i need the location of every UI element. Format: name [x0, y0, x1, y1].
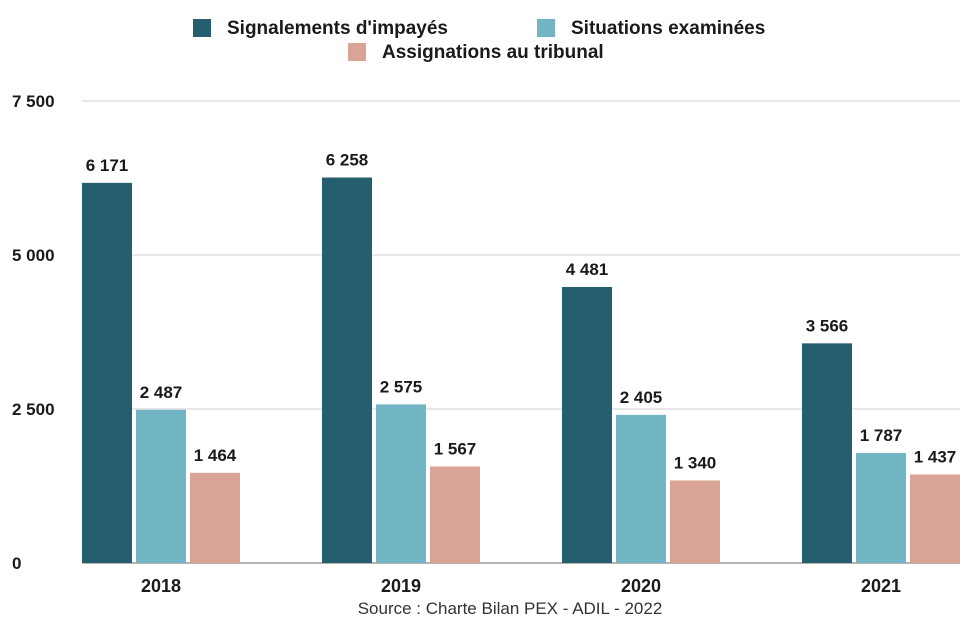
legend-label-assignations: Assignations au tribunal — [382, 42, 604, 63]
data-label-assignations-2018: 1 464 — [194, 446, 237, 465]
bars — [82, 177, 960, 563]
data-label-situations-2021: 1 787 — [860, 426, 903, 445]
bar-assignations-2019 — [430, 466, 480, 563]
data-label-signalements-2018: 6 171 — [86, 156, 129, 175]
data-label-assignations-2019: 1 567 — [434, 439, 477, 458]
data-label-assignations-2021: 1 437 — [914, 447, 957, 466]
x-tick-label: 2020 — [621, 576, 661, 596]
legend-label-situations: Situations examinées — [571, 18, 765, 39]
bar-assignations-2018 — [190, 472, 240, 563]
bar-signalements-2019 — [322, 177, 372, 563]
legend: Signalements d'impayés Situations examin… — [193, 18, 765, 63]
data-label-situations-2018: 2 487 — [140, 383, 183, 402]
data-label-situations-2019: 2 575 — [380, 377, 423, 396]
data-label-assignations-2020: 1 340 — [674, 453, 717, 472]
bar-situations-2018 — [136, 409, 186, 563]
bar-signalements-2021 — [802, 343, 852, 563]
x-axis: 2018 2019 2020 2021 — [141, 576, 901, 596]
bar-assignations-2020 — [670, 480, 720, 563]
legend-swatch-signalements — [193, 19, 211, 37]
x-tick-label: 2018 — [141, 576, 181, 596]
data-label-signalements-2021: 3 566 — [806, 316, 849, 335]
data-label-signalements-2019: 6 258 — [326, 151, 369, 170]
data-label-situations-2020: 2 405 — [620, 388, 663, 407]
data-labels: 6 171 2 487 1 464 6 258 2 575 1 567 4 481 2 405… — [86, 151, 957, 473]
legend-label-signalements: Signalements d'impayés — [227, 18, 448, 39]
x-tick-label: 2019 — [381, 576, 421, 596]
y-tick-label: 2 500 — [12, 400, 55, 419]
legend-swatch-assignations — [348, 43, 366, 61]
y-tick-label: 5 000 — [12, 246, 55, 265]
y-tick-label: 7 500 — [12, 92, 55, 111]
bar-signalements-2020 — [562, 286, 612, 563]
bar-situations-2019 — [376, 404, 426, 563]
bar-situations-2020 — [616, 414, 666, 563]
bar-signalements-2018 — [82, 182, 132, 563]
bar-situations-2021 — [856, 452, 906, 563]
x-tick-label: 2021 — [861, 576, 901, 596]
source-note: Source : Charte Bilan PEX - ADIL - 2022 — [358, 599, 663, 617]
y-tick-label: 0 — [12, 554, 21, 573]
legend-swatch-situations — [537, 19, 555, 37]
y-axis: 0 2 500 5 000 7 500 — [12, 92, 55, 573]
data-label-signalements-2020: 4 481 — [566, 260, 609, 279]
bar-assignations-2021 — [910, 474, 960, 563]
